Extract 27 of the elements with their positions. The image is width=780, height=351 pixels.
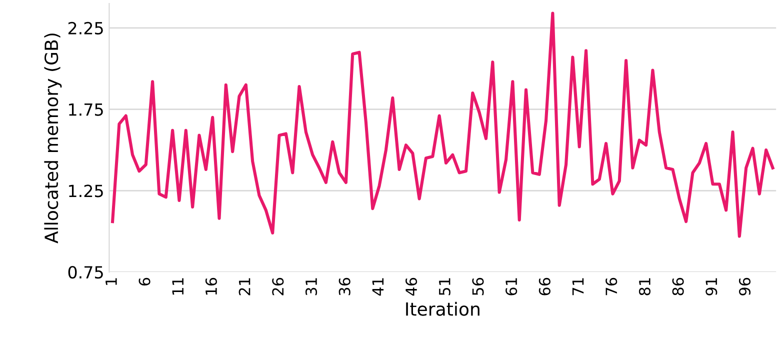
- x-tick-label: 26: [272, 278, 284, 296]
- x-tick-label: 36: [338, 278, 350, 296]
- y-tick-label: 1.25: [69, 184, 103, 198]
- x-tick-label: 41: [372, 278, 384, 296]
- x-tick-label: 71: [572, 278, 584, 296]
- x-tick-label: 96: [738, 278, 751, 296]
- x-tick-label: 81: [638, 278, 650, 296]
- x-tick-label: 86: [672, 278, 684, 296]
- x-tick-label: 91: [706, 278, 718, 296]
- y-tick-label: 2.25: [68, 22, 103, 34]
- x-tick-label: 66: [538, 278, 550, 296]
- line-series: [111, 12, 774, 238]
- y-tick-label: 0.75: [68, 266, 103, 279]
- x-tick-label: 76: [606, 278, 618, 296]
- x-tick-label: 6: [138, 278, 150, 286]
- x-tick-label: 46: [406, 278, 418, 296]
- x-tick-label: 31: [305, 278, 318, 296]
- x-tick-label: 56: [472, 278, 484, 296]
- x-axis-title: Iteration: [406, 302, 480, 316]
- x-tick-label: 1: [106, 278, 117, 285]
- y-axis-title: Allocated memory (GB): [44, 34, 62, 244]
- x-tick-label: 11: [172, 278, 184, 295]
- y-tick-label: 1.75: [69, 103, 103, 116]
- x-tick-label: 51: [439, 278, 450, 296]
- x-tick-label: 61: [506, 278, 518, 296]
- x-tick-label: 16: [205, 278, 217, 295]
- x-tick-label: 21: [238, 278, 250, 296]
